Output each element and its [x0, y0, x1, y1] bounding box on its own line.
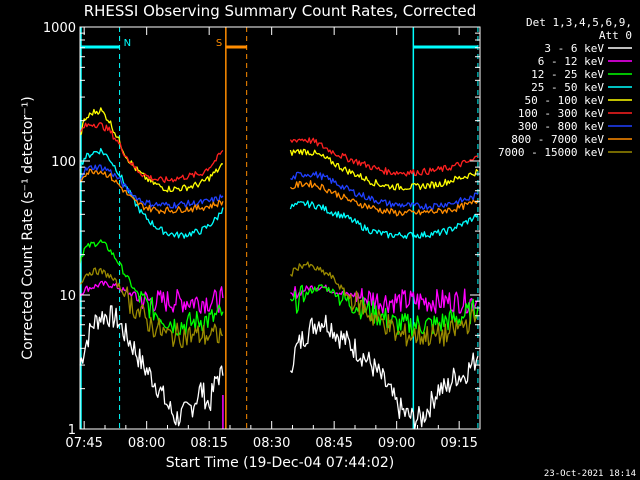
x-tick-label: 08:00: [128, 436, 165, 451]
x-axis-label: Start Time (19-Dec-04 07:44:02): [166, 455, 394, 471]
series-line: [79, 147, 224, 239]
axis-ticks: 07:45 08:00 08:15 08:30 08:45 09:00 09:15 1000 1…: [43, 21, 480, 451]
legend-entry-label: 3 - 6 keV: [544, 42, 604, 55]
x-tick-label: 09:15: [440, 436, 477, 451]
x-tick-label: 07:45: [65, 436, 102, 451]
series-line: [79, 168, 224, 215]
y-tick-label: 1: [68, 423, 76, 438]
series-line: [289, 137, 479, 177]
y-axis-label: Corrected Count Rate (s⁻¹ detector⁻¹): [20, 96, 36, 359]
y-tick-label: 100: [51, 155, 76, 170]
marker-label: N: [124, 38, 131, 49]
footer-timestamp: 23-Oct-2021 18:14: [544, 469, 636, 479]
series-line: [79, 267, 223, 348]
series-line: [289, 148, 479, 191]
x-tick-label: 09:00: [378, 436, 415, 451]
legend-header: Det 1,3,4,5,6,9,: [526, 16, 632, 29]
series-line: [79, 280, 224, 314]
x-tick-label: 08:15: [190, 436, 227, 451]
legend-entry-label: 50 - 100 keV: [525, 94, 605, 107]
marker-label: S: [216, 38, 222, 49]
legend-entry-label: 300 - 800 keV: [518, 120, 604, 133]
series-line: [79, 305, 224, 427]
series-line: [289, 314, 479, 430]
y-tick-label: 1000: [43, 21, 76, 36]
legend-entry-label: 800 - 7000 keV: [511, 133, 604, 146]
x-tick-label: 08:45: [315, 436, 352, 451]
series-line: [289, 284, 479, 337]
chart-title: RHESSI Observing Summary Count Rates, Co…: [84, 2, 477, 20]
series-line: [289, 261, 479, 347]
legend-header: Att 0: [599, 29, 632, 42]
series-layer: [79, 107, 479, 430]
series-line: [289, 180, 479, 217]
x-tick-label: 08:30: [253, 436, 290, 451]
series-line: [79, 164, 224, 209]
series-line: [290, 171, 479, 210]
legend-entry-label: 7000 - 15000 keV: [498, 146, 604, 159]
series-line: [289, 200, 479, 240]
legend-entry-label: 12 - 25 keV: [531, 68, 604, 81]
legend-entry-label: 100 - 300 keV: [518, 107, 604, 120]
legend-entry-label: 25 - 50 keV: [531, 81, 604, 94]
plot-frame: [79, 26, 481, 430]
y-tick-label: 10: [59, 289, 76, 304]
series-line: [79, 239, 224, 336]
legend-entry-label: 6 - 12 keV: [538, 55, 605, 68]
series-line: [79, 122, 224, 184]
series-line: [79, 107, 223, 193]
